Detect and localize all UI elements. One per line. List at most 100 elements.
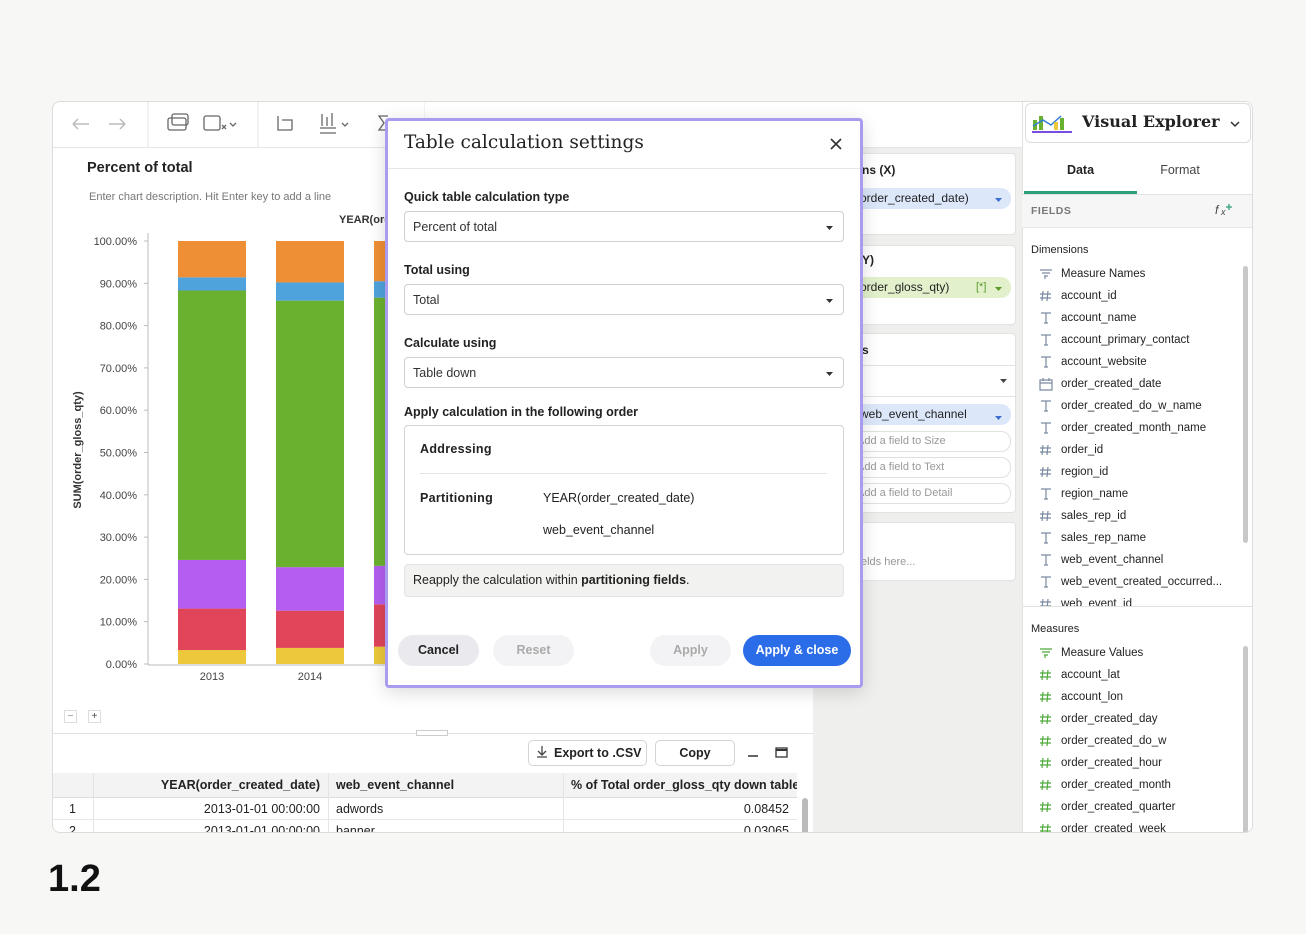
apply-button[interactable]: Apply: [650, 635, 731, 666]
order-divider: [420, 473, 827, 474]
bar-segment: [276, 611, 344, 648]
field-item[interactable]: order_created_do_w_name: [1023, 395, 1241, 417]
icon-shape: [1041, 313, 1051, 323]
icon-shape: [1041, 577, 1051, 587]
field-item[interactable]: web_event_created_occurred...: [1023, 571, 1241, 593]
bar-segment: [178, 277, 246, 290]
field-item[interactable]: region_id: [1023, 461, 1241, 483]
note: Reapply the calculation within partition…: [404, 564, 844, 597]
calc-select[interactable]: Table down: [404, 357, 844, 388]
field-name: order_created_do_w: [1061, 735, 1167, 747]
field-item[interactable]: order_created_quarter: [1023, 796, 1241, 818]
partition-field: YEAR(order_created_date): [543, 491, 694, 505]
icon-shape: [1040, 649, 1052, 658]
fx-icon[interactable]: fx: [1214, 202, 1236, 218]
scrollbar[interactable]: [1243, 646, 1248, 833]
dimensions-list: Measure Namesaccount_idaccount_nameaccou…: [1023, 263, 1241, 606]
explorer-title: Visual Explorer: [1082, 112, 1220, 131]
field-item[interactable]: order_created_month: [1023, 774, 1241, 796]
resize-handle[interactable]: [416, 730, 448, 736]
column-header[interactable]: YEAR(order_created_date): [93, 778, 328, 792]
row-border: [52, 819, 797, 820]
field-icon: [1039, 333, 1053, 347]
icon-shape: [1040, 599, 1051, 606]
icon-shape: [1040, 445, 1051, 455]
field-item[interactable]: account_name: [1023, 307, 1241, 329]
tab-data[interactable]: Data: [1024, 163, 1137, 177]
version-label: 1.2: [48, 858, 101, 901]
note-end: .: [686, 573, 689, 587]
copy-button[interactable]: Copy: [655, 740, 735, 766]
field-icon: [1039, 668, 1053, 682]
apply-close-button[interactable]: Apply & close: [743, 635, 851, 666]
column-header[interactable]: % of Total order_gloss_qty down table: [563, 778, 797, 792]
cancel-button[interactable]: Cancel: [398, 635, 479, 666]
icon-shape: [1041, 555, 1051, 565]
y-tick-label: 50.00%: [100, 448, 138, 460]
field-item[interactable]: order_created_hour: [1023, 752, 1241, 774]
field-item[interactable]: Measure Names: [1023, 263, 1241, 285]
scrollbar[interactable]: [802, 798, 808, 833]
field-item[interactable]: region_name: [1023, 483, 1241, 505]
icon-shape: [1041, 335, 1051, 345]
y-tick-label: 40.00%: [100, 490, 138, 502]
field-icon: [1039, 377, 1053, 391]
field-icon: [1039, 311, 1053, 325]
zoom-out[interactable]: −: [64, 710, 77, 723]
field-item[interactable]: web_event_id: [1023, 593, 1241, 606]
field-name: order_created_week: [1061, 823, 1166, 833]
field-name: account_lat: [1061, 669, 1120, 681]
fields-label: FIELDS: [1031, 205, 1071, 217]
field-item[interactable]: order_created_do_w: [1023, 730, 1241, 752]
field-icon: [1039, 443, 1053, 457]
quick-select[interactable]: Percent of total: [404, 211, 844, 242]
field-icon: [1039, 421, 1053, 435]
column-header[interactable]: web_event_channel: [328, 778, 563, 792]
field-item[interactable]: account_id: [1023, 285, 1241, 307]
select-carets: [825, 224, 835, 384]
reset-button[interactable]: Reset: [493, 635, 574, 666]
field-name: web_event_channel: [1061, 554, 1163, 566]
field-item[interactable]: account_lon: [1023, 686, 1241, 708]
close-button[interactable]: [829, 137, 843, 151]
field-item[interactable]: account_lat: [1023, 664, 1241, 686]
icon-shape: [1040, 824, 1051, 833]
scrollbar[interactable]: [1243, 266, 1248, 543]
icon-shape: [1040, 511, 1051, 521]
field-name: account_website: [1061, 356, 1147, 368]
y-tick-label: 70.00%: [100, 363, 138, 375]
field-item[interactable]: sales_rep_id: [1023, 505, 1241, 527]
modal-title: Table calculation settings: [404, 132, 644, 153]
carets: [990, 190, 1010, 500]
field-item[interactable]: order_created_day: [1023, 708, 1241, 730]
field-item[interactable]: web_event_channel: [1023, 549, 1241, 571]
explorer-logo: [1032, 112, 1074, 134]
note-bold: partitioning fields: [581, 573, 686, 587]
tab-format[interactable]: Format: [1137, 163, 1223, 177]
field-item[interactable]: order_created_date: [1023, 373, 1241, 395]
field-item[interactable]: order_id: [1023, 439, 1241, 461]
field-item[interactable]: order_created_week: [1023, 818, 1241, 833]
total-select[interactable]: Total: [404, 284, 844, 315]
y-tick-label: 10.00%: [100, 617, 138, 629]
measures-list: Measure Valuesaccount_lataccount_lonorde…: [1023, 642, 1241, 833]
field-item[interactable]: Measure Values: [1023, 642, 1241, 664]
button-label: Cancel: [418, 643, 459, 657]
data-table: YEAR(order_created_date)web_event_channe…: [52, 773, 813, 833]
field-icon: [1039, 734, 1053, 748]
field-name: Measure Values: [1061, 647, 1143, 659]
zoom-in[interactable]: +: [88, 710, 101, 723]
field-name: order_id: [1061, 444, 1103, 456]
field-name: order_created_hour: [1061, 757, 1162, 769]
drop-text: Add a field to Detail: [857, 487, 952, 499]
y-tick-label: 20.00%: [100, 574, 138, 586]
field-item[interactable]: account_primary_contact: [1023, 329, 1241, 351]
field-name: Measure Names: [1061, 268, 1145, 280]
field-item[interactable]: order_created_month_name: [1023, 417, 1241, 439]
bar-segment: [178, 609, 246, 650]
field-icon: [1039, 690, 1053, 704]
bar-segment: [276, 282, 344, 300]
field-item[interactable]: sales_rep_name: [1023, 527, 1241, 549]
field-item[interactable]: account_website: [1023, 351, 1241, 373]
pill-text: order_gloss_qty): [860, 280, 949, 294]
